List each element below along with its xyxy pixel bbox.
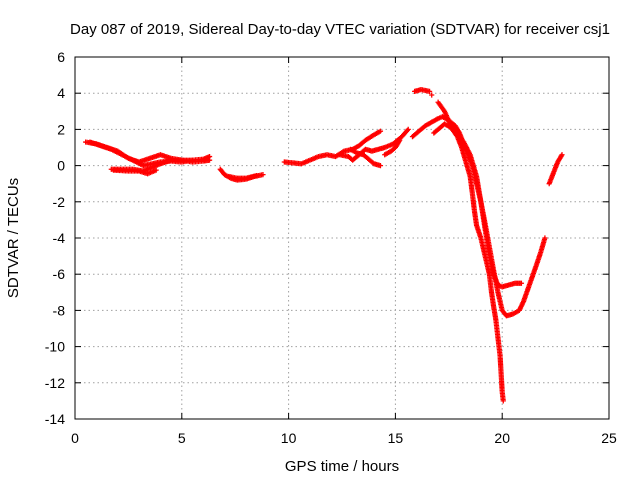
- y-tick-label: -6: [53, 266, 66, 282]
- x-tick-label: 25: [601, 430, 617, 446]
- data-point: [426, 88, 433, 94]
- data-point: [260, 172, 266, 178]
- data-point: [518, 280, 525, 286]
- data-point: [542, 235, 548, 241]
- gridlines: [75, 57, 609, 419]
- y-tick-label: -2: [53, 194, 66, 210]
- axis-ticks: 0 5 10 15 20 25 -14 -12 -10 -8 -6 -4 -2 0 2 4 6: [45, 49, 617, 446]
- y-tick-label: -8: [53, 302, 66, 318]
- data-point: [377, 128, 384, 134]
- x-tick-label: 0: [71, 430, 79, 446]
- data-point: [397, 137, 403, 143]
- data-point: [429, 92, 435, 98]
- x-tick-label: 5: [178, 430, 186, 446]
- plot-frame: [74, 56, 610, 420]
- y-tick-label: -4: [53, 230, 66, 246]
- y-tick-label: -14: [45, 411, 65, 427]
- y-tick-label: -12: [45, 375, 65, 391]
- y-axis-label: SDTVAR / TECUs: [5, 178, 22, 298]
- y-tick-label: -10: [45, 339, 65, 355]
- x-axis-label: GPS time / hours: [285, 458, 399, 475]
- data-point: [405, 126, 411, 132]
- data-point: [559, 152, 565, 158]
- y-tick-label: 2: [57, 121, 65, 137]
- data-points: [83, 86, 565, 404]
- data-point: [500, 398, 506, 404]
- y-tick-label: 4: [57, 85, 65, 101]
- data-point: [404, 127, 410, 134]
- x-tick-label: 10: [281, 430, 297, 446]
- y-tick-label: 6: [57, 49, 65, 65]
- data-point: [206, 157, 213, 163]
- data-point: [377, 163, 384, 169]
- data-point: [153, 167, 159, 173]
- x-tick-label: 20: [494, 430, 510, 446]
- x-tick-label: 15: [388, 430, 404, 446]
- data-point: [253, 172, 260, 179]
- y-tick-label: 0: [57, 158, 65, 174]
- chart-title: Day 087 of 2019, Sidereal Day-to-day VTE…: [70, 21, 610, 38]
